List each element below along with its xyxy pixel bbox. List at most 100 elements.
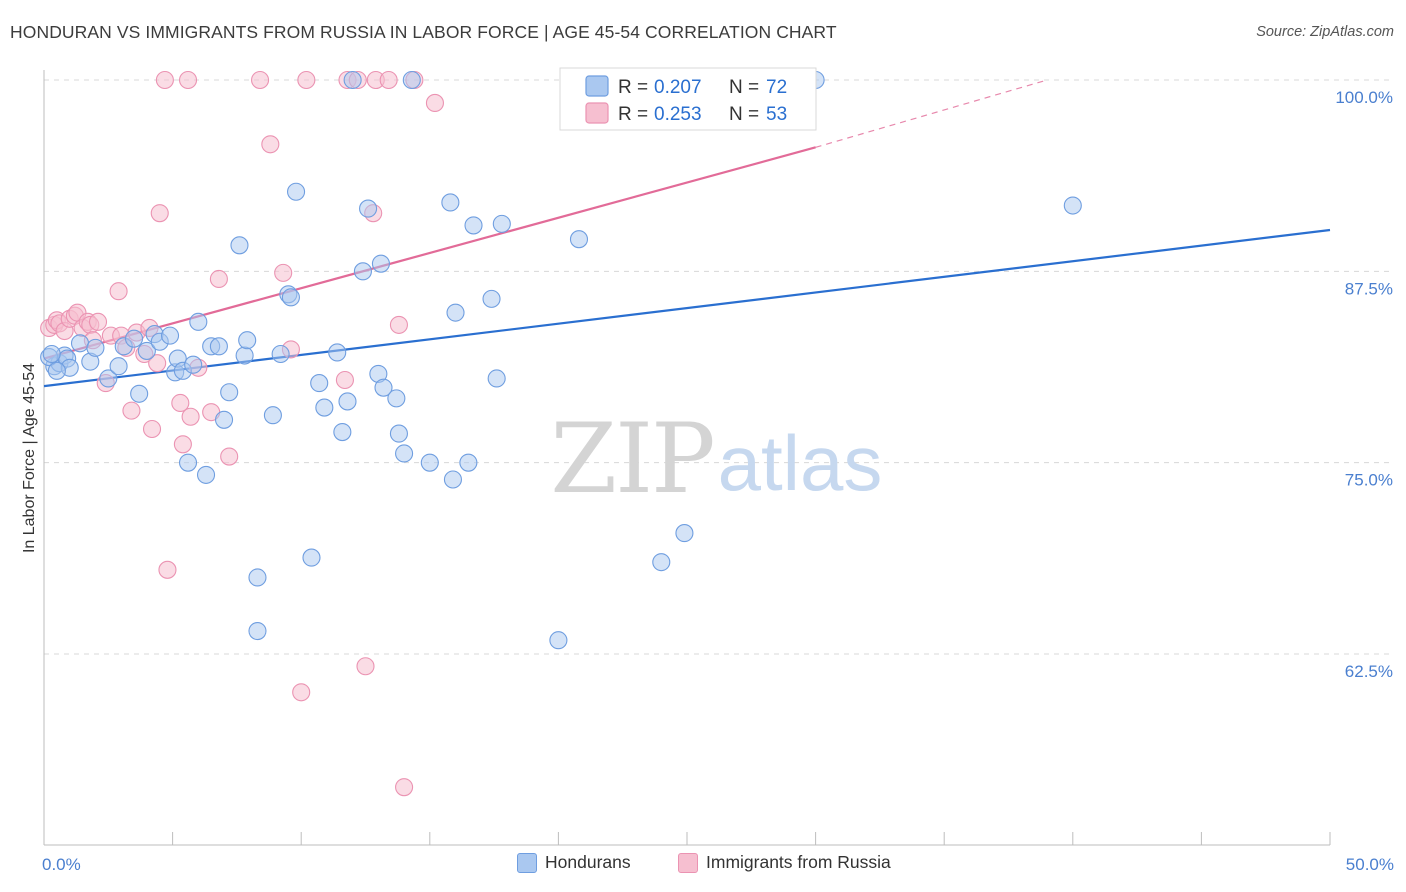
point-hondurans [459, 453, 478, 472]
point-russia [209, 269, 228, 289]
point-russia [158, 560, 177, 579]
point-hondurans [235, 346, 254, 365]
point-hondurans [338, 392, 357, 411]
point-russia [173, 435, 192, 454]
point-hondurans [569, 230, 589, 249]
gridlines [44, 79, 1394, 655]
point-hondurans [374, 378, 393, 397]
legend-n-label-1: N = [729, 77, 759, 98]
point-russia [150, 204, 169, 223]
legend-r-label-1: R = [618, 77, 648, 98]
point-hondurans [47, 361, 66, 380]
chart-title: HONDURAN VS IMMIGRANTS FROM RUSSIA IN LA… [10, 22, 837, 42]
point-russia [109, 282, 128, 301]
point-hondurans [137, 341, 156, 360]
bottom-legend-swatch-hondurans [517, 852, 537, 873]
point-hondurans [238, 331, 257, 350]
bottom-legend: Hondurans Immigrants from Russia [0, 852, 1406, 878]
legend-n-label-2: N = [729, 104, 759, 125]
point-russia [171, 393, 190, 413]
point-hondurans [446, 303, 465, 322]
y-tick-label: 100.0% [1335, 88, 1393, 107]
point-hondurans [178, 453, 198, 472]
tick-labels: 100.0% 87.5% 75.0% 62.5% 0.0% 50.0% [42, 88, 1394, 874]
point-hondurans [464, 216, 483, 235]
point-hondurans [287, 182, 306, 201]
point-russia [292, 683, 311, 702]
point-russia [261, 135, 280, 154]
bottom-legend-label-hondurans: Hondurans [545, 852, 631, 872]
point-hondurans [248, 568, 267, 587]
watermark: ZIP atlas [550, 403, 882, 515]
point-russia [122, 401, 141, 420]
point-hondurans [402, 70, 421, 90]
legend-swatch-russia [585, 102, 609, 124]
x-tick-label: 0.0% [42, 855, 81, 874]
point-russia [379, 70, 398, 90]
trend-line-russia-extension [815, 79, 1048, 148]
legend-box: R = 0.207 N = 72 R = 0.253 N = 53 [559, 67, 817, 131]
y-tick-label: 87.5% [1345, 279, 1393, 298]
point-hondurans [220, 383, 239, 402]
point-hondurans [160, 326, 180, 345]
point-hondurans [130, 384, 149, 403]
point-hondurans [281, 288, 300, 307]
point-hondurans [675, 524, 694, 543]
point-hondurans [209, 337, 228, 356]
point-hondurans [371, 254, 390, 273]
point-russia [395, 778, 414, 797]
point-hondurans [353, 262, 372, 281]
bottom-legend-hondurans: Hondurans [517, 852, 631, 873]
point-hondurans [441, 193, 460, 212]
point-russia [220, 447, 239, 466]
point-hondurans [184, 355, 203, 374]
legend-r-value-2: 0.253 [654, 104, 702, 125]
point-hondurans [443, 470, 462, 489]
point-hondurans [109, 357, 128, 376]
y-tick-label: 62.5% [1345, 662, 1393, 681]
point-hondurans [333, 423, 352, 442]
bottom-legend-swatch-russia [678, 852, 698, 873]
point-hondurans [196, 465, 216, 484]
trend-line-russia [43, 146, 816, 360]
y-tick-label: 75.0% [1345, 471, 1393, 490]
point-hondurans [395, 444, 414, 463]
watermark-atlas: atlas [718, 419, 883, 507]
legend-r-label-2: R = [618, 104, 648, 125]
point-hondurans [315, 398, 334, 417]
trend-lines [43, 79, 1331, 388]
point-russia [425, 93, 444, 113]
axes [43, 70, 1331, 846]
point-hondurans [420, 453, 439, 472]
point-russia [297, 70, 316, 90]
point-russia [178, 70, 198, 90]
point-russia [142, 419, 162, 439]
x-tick-label: 50.0% [1346, 855, 1394, 874]
point-hondurans [492, 214, 511, 233]
point-hondurans [359, 199, 378, 218]
legend-swatch-hondurans [585, 75, 609, 97]
point-russia [356, 657, 375, 676]
legend-n-value-2: 53 [766, 104, 787, 125]
legend-n-value-1: 72 [766, 77, 787, 98]
watermark-zip: ZIP [550, 403, 713, 515]
point-hondurans [70, 334, 90, 353]
point-hondurans [42, 344, 61, 364]
point-hondurans [1063, 196, 1082, 215]
point-hondurans [389, 424, 408, 443]
point-hondurans [124, 329, 144, 348]
point-hondurans [387, 389, 406, 408]
trend-line-hondurans [43, 228, 1331, 388]
point-hondurans [328, 343, 347, 362]
point-hondurans [271, 344, 290, 364]
point-russia [181, 407, 200, 426]
legend-r-value-1: 0.207 [654, 77, 702, 98]
point-hondurans [86, 338, 105, 357]
point-russia [148, 354, 167, 373]
point-russia [88, 312, 108, 331]
point-hondurans [310, 374, 329, 393]
source-label: Source: ZipAtlas.com [1256, 24, 1394, 40]
point-russia [335, 370, 354, 390]
point-hondurans [487, 369, 506, 388]
